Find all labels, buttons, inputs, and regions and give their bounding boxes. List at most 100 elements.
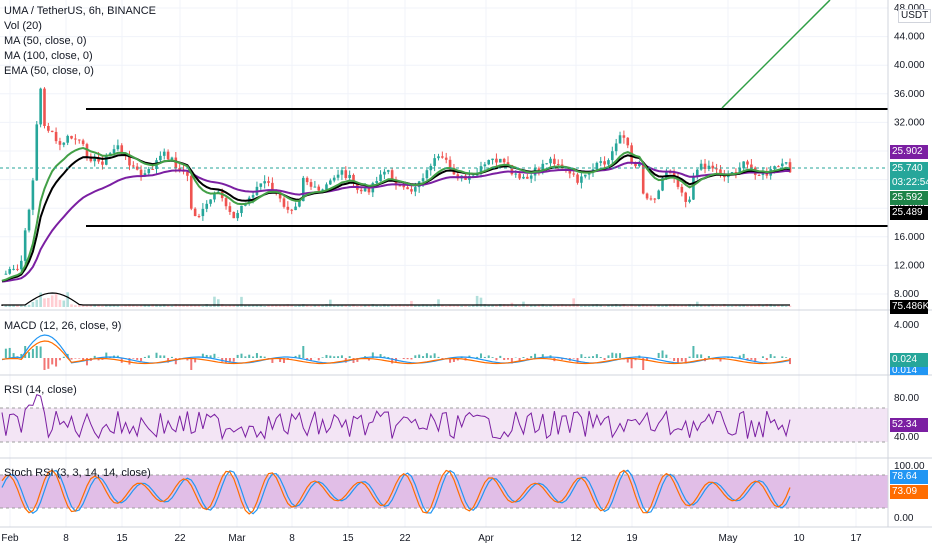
macd-histogram-bar [244, 356, 247, 358]
time-tick-label: Feb [1, 533, 19, 544]
macd-histogram-bar [82, 358, 85, 361]
candle-body [680, 186, 684, 193]
volume-bar [16, 305, 19, 307]
legend-ma50[interactable]: MA (50, close, 0) [4, 35, 87, 47]
volume-bar [12, 304, 15, 307]
volume-bar [74, 305, 77, 307]
volume-bar [784, 305, 788, 307]
candle-body [576, 174, 579, 183]
macd-histogram-bar [128, 358, 131, 365]
volume-bar [676, 305, 680, 307]
volume-bar [367, 304, 371, 307]
candle-body [31, 180, 35, 210]
grid-lines [0, 0, 888, 527]
legend-volume[interactable]: Vol (20) [4, 20, 42, 32]
volume-bar [8, 304, 12, 307]
volume-bar [734, 305, 738, 307]
volume-bar [556, 304, 560, 307]
macd-histogram-bar [58, 358, 61, 361]
volume-bar [526, 304, 529, 307]
macd-histogram-bar [201, 353, 204, 358]
candle-body [259, 183, 263, 187]
candle-body [780, 163, 784, 167]
macd-histogram-bar [661, 350, 664, 358]
macd-histogram-bar [340, 355, 343, 358]
volume-bar [93, 304, 97, 307]
candle-body [66, 135, 69, 143]
volume-bar [290, 304, 294, 307]
macd-histogram-bar [510, 358, 513, 364]
candle-body [232, 211, 236, 219]
macd-histogram-bar [248, 354, 251, 358]
candle-body [329, 180, 332, 185]
price-tick-label: 44.000 [894, 32, 925, 43]
macd-pane[interactable] [1, 334, 791, 370]
time-tick-label: 15 [116, 533, 128, 544]
candle-body [545, 163, 548, 165]
candle-body [62, 142, 66, 145]
candle-body [236, 213, 239, 219]
candle-body [487, 160, 491, 165]
volume-bar [101, 305, 104, 307]
volume-bar [178, 304, 181, 307]
volume-bar [47, 297, 50, 307]
legend-ma100[interactable]: MA (100, close, 0) [4, 50, 93, 62]
macd-line [1, 334, 791, 364]
macd-histogram-bar [132, 358, 135, 359]
macd-histogram-bar [402, 358, 405, 360]
macd-histogram-bar [592, 356, 594, 358]
macd-histogram-bar [746, 358, 749, 360]
volume-bar [645, 304, 649, 307]
price-tick-label: 16.000 [894, 232, 925, 243]
candle-body [526, 176, 529, 179]
volume-bar [4, 305, 8, 307]
macd-histogram-bar [20, 353, 23, 358]
macd-legend[interactable]: MACD (12, 26, close, 9) [4, 320, 122, 332]
price-pane[interactable] [0, 0, 888, 307]
candle-body [549, 158, 552, 164]
candle-body [657, 190, 660, 199]
symbol-title[interactable]: UMA / TetherUS, 6h, BINANCE [4, 5, 157, 17]
volume-bar [580, 305, 583, 307]
candle-body [483, 164, 487, 167]
time-tick-label: 15 [342, 533, 354, 544]
volume-bar [166, 304, 170, 307]
legend-ema50[interactable]: EMA (50, close, 0) [4, 65, 94, 77]
macd-histogram-bar [692, 346, 695, 358]
volume-bar [23, 305, 27, 307]
candle-body [81, 140, 85, 145]
price-unit-label[interactable]: USDT [898, 9, 932, 23]
volume-bar [363, 304, 367, 307]
macd-histogram-bar [561, 358, 564, 360]
macd-histogram-bar [163, 355, 166, 358]
stoch-rsi-pane[interactable] [0, 469, 888, 515]
macd-histogram-bar [51, 358, 54, 365]
volume-bar [410, 300, 413, 307]
macd-histogram-bar [785, 357, 788, 358]
candle-body [618, 135, 622, 144]
macd-histogram-bar [414, 355, 417, 358]
candle-body [363, 188, 367, 192]
volume-bar [421, 304, 425, 307]
macd-histogram-bar [228, 358, 231, 362]
rsi-legend[interactable]: RSI (14, close) [4, 384, 77, 396]
candle-body [309, 182, 313, 187]
macd-histogram-bar [379, 354, 382, 358]
volume-bar [553, 305, 556, 307]
macd-histogram-bar [213, 353, 216, 358]
candle-body [317, 186, 321, 191]
volume-bar [263, 305, 266, 307]
candle-body [491, 158, 494, 161]
stoch-rsi-legend[interactable]: Stoch RSI (3, 3, 14, 14, close) [4, 467, 151, 479]
volume-bar [437, 299, 440, 307]
volume-bar [599, 305, 603, 307]
macd-histogram-bar [789, 358, 791, 365]
candle-body [607, 160, 610, 165]
candle-body [715, 168, 718, 170]
volume-bar [247, 304, 251, 307]
candle-body [572, 173, 575, 175]
candle-body [595, 162, 599, 170]
volume-bar [193, 305, 197, 307]
rsi-pane[interactable] [0, 394, 888, 443]
